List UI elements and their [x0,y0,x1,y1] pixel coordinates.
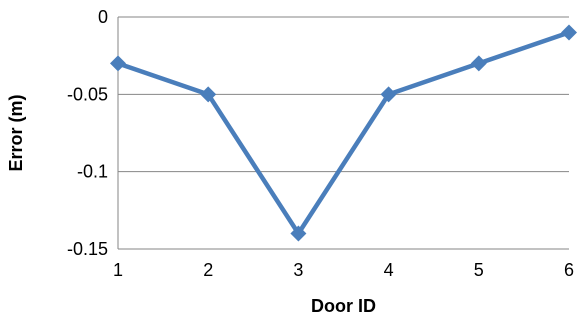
series-layer [110,24,577,242]
y-axis-title: Error (m) [6,94,26,171]
data-point-marker [290,225,307,242]
data-point-marker [200,86,217,103]
data-point-marker [380,86,397,103]
x-tick-label: 4 [384,260,394,280]
y-tick-labels: 0 -0.05 -0.1 -0.15 [67,7,108,259]
data-point-marker [110,55,126,72]
x-tick-label: 2 [203,260,213,280]
x-tick-label: 5 [474,260,484,280]
gridlines [118,16,569,250]
y-tick-label: -0.05 [67,84,108,104]
x-tick-label: 1 [113,260,123,280]
data-point-marker [561,24,577,41]
y-tick-label: -0.1 [77,162,108,182]
x-tick-label: 3 [293,260,303,280]
axes [117,17,569,250]
x-tick-label: 6 [564,260,574,280]
data-point-marker [470,55,487,72]
y-tick-label: 0 [98,7,108,27]
x-tick-labels: 1 2 3 4 5 6 [113,260,574,280]
series-line [115,30,572,236]
y-tick-label: -0.15 [67,239,108,259]
x-axis-title: Door ID [311,296,376,316]
